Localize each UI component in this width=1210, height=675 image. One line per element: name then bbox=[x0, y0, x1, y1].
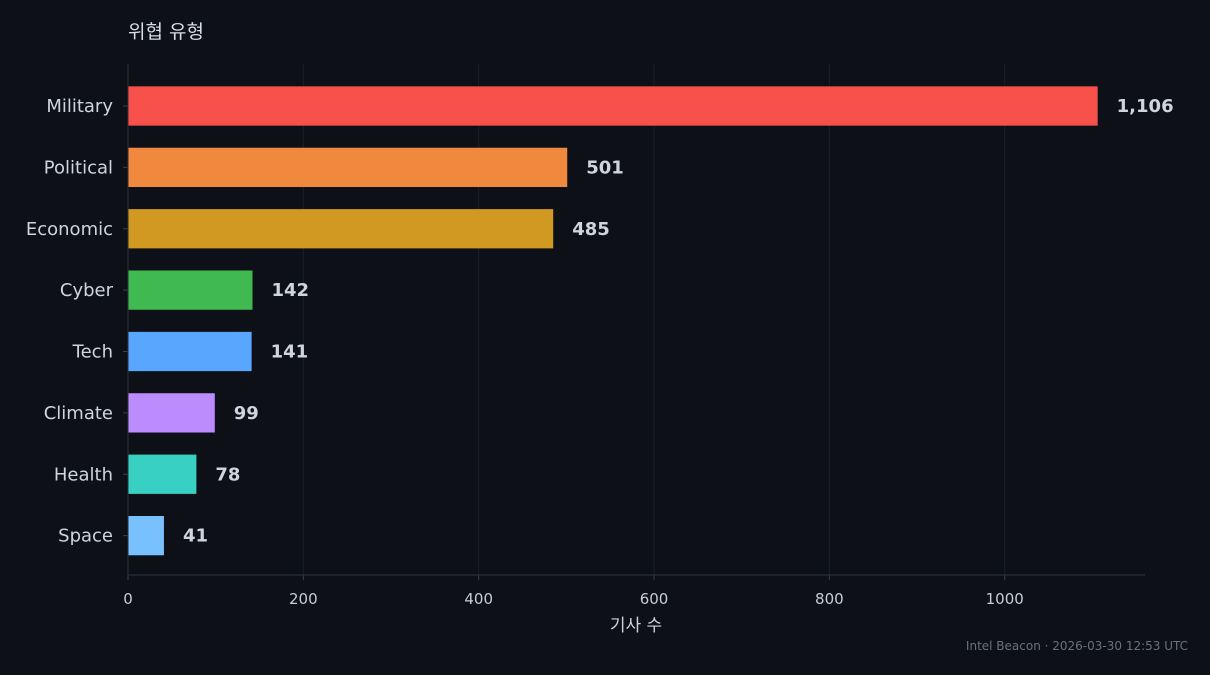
x-tick-label-400: 400 bbox=[464, 590, 493, 608]
x-tick-labels: 0 200 400 600 800 1000 bbox=[123, 575, 1024, 608]
value-label-political: 501 bbox=[586, 157, 624, 178]
bar-health bbox=[128, 454, 197, 494]
chart-title: 위협 유형 bbox=[128, 21, 204, 43]
x-axis-label: 기사 수 bbox=[610, 616, 662, 636]
bar-political bbox=[128, 147, 568, 188]
footer-timestamp: Intel Beacon · 2026-03-30 12:53 UTC bbox=[966, 639, 1188, 653]
x-tick-label-0: 0 bbox=[123, 590, 133, 608]
value-label-space: 41 bbox=[183, 526, 208, 547]
bar-tech bbox=[128, 331, 252, 372]
bar-economic bbox=[128, 209, 554, 249]
x-tick-label-200: 200 bbox=[289, 590, 318, 608]
category-label-climate: Climate bbox=[44, 403, 113, 424]
bars bbox=[128, 86, 1098, 556]
x-tick-label-800: 800 bbox=[815, 590, 844, 608]
category-label-economic: Economic bbox=[26, 219, 113, 240]
x-tick-label-600: 600 bbox=[640, 590, 669, 608]
category-label-cyber: Cyber bbox=[60, 280, 114, 301]
x-tick-label-1000: 1000 bbox=[986, 590, 1024, 608]
bar-climate bbox=[128, 393, 215, 433]
bar-cyber bbox=[128, 270, 253, 310]
value-label-tech: 141 bbox=[271, 342, 309, 363]
value-label-climate: 99 bbox=[234, 403, 259, 424]
category-label-space: Space bbox=[58, 526, 113, 547]
value-labels: 1,106 501 485 142 141 99 78 41 bbox=[183, 96, 1174, 547]
category-label-military: Military bbox=[46, 96, 113, 117]
category-label-tech: Tech bbox=[72, 342, 113, 363]
category-labels: Military Political Economic Cyber Tech Climat… bbox=[26, 96, 128, 547]
category-label-political: Political bbox=[44, 157, 113, 178]
value-label-military: 1,106 bbox=[1117, 96, 1174, 117]
bar-military bbox=[128, 86, 1098, 126]
value-label-economic: 485 bbox=[572, 219, 610, 240]
value-label-cyber: 142 bbox=[271, 280, 309, 301]
category-label-health: Health bbox=[54, 464, 113, 485]
value-label-health: 78 bbox=[215, 464, 240, 485]
grid-lines bbox=[127, 64, 1006, 575]
bar-space bbox=[128, 515, 164, 556]
